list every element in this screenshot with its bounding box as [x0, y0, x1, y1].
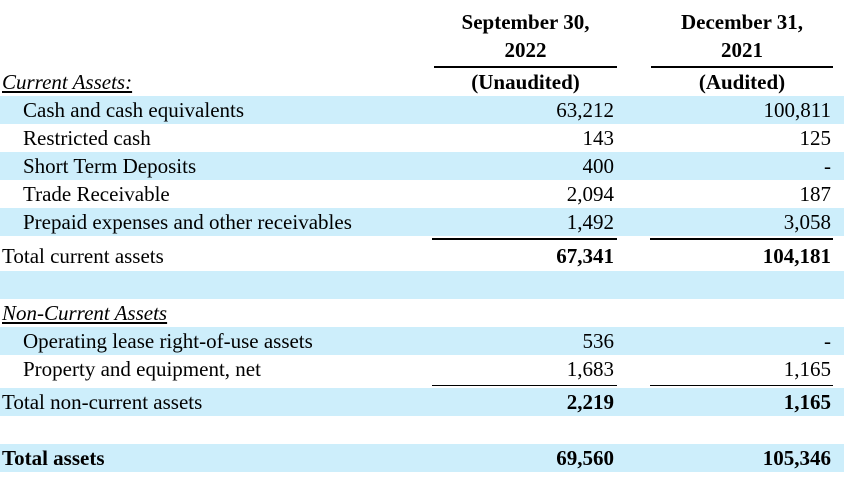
row-value-2021: 3,058: [783, 210, 831, 234]
current-assets-title: Current Assets:: [2, 70, 133, 94]
row-label: Total current assets: [2, 244, 164, 268]
subtotal-rule: [650, 238, 833, 240]
table-row: Trade Receivable 2,094 187: [0, 180, 844, 208]
row-label: Total non-current assets: [2, 390, 203, 414]
table-row: Cash and cash equivalents 63,212 100,811: [0, 96, 844, 124]
row-label: Operating lease right-of-use assets: [23, 329, 313, 353]
table-row: Restricted cash 143 125: [0, 124, 844, 152]
row-value-2021: 105,346: [762, 446, 831, 470]
row-value-2022: 2,219: [566, 390, 614, 414]
subtotal-rule: [650, 385, 833, 386]
row-label: Restricted cash: [23, 126, 151, 150]
col2-header-rule: [651, 66, 833, 68]
current-assets-heading-row: Current Assets:: [0, 68, 844, 96]
row-value-2022: 69,560: [556, 446, 614, 470]
subtotal-rule: [432, 238, 617, 240]
col2-date-line1: December 31,: [680, 10, 804, 34]
row-value-2021: -: [824, 154, 831, 178]
row-value-2022: 143: [582, 126, 615, 150]
col1-status: (Unaudited): [471, 70, 580, 94]
row-value-2021: 125: [799, 126, 832, 150]
row-label: Property and equipment, net: [23, 357, 261, 381]
row-label: Total assets: [2, 446, 105, 470]
row-value-2022: 400: [582, 154, 615, 178]
non-current-assets-heading-row: Non-Current Assets: [0, 299, 844, 327]
row-value-2022: 63,212: [556, 98, 614, 122]
col1-header-rule: [434, 66, 617, 68]
table-row: Prepaid expenses and other receivables 1…: [0, 208, 844, 236]
table-row: Operating lease right-of-use assets 536 …: [0, 327, 844, 355]
row-value-2022: 67,341: [556, 244, 614, 268]
row-label: Cash and cash equivalents: [23, 98, 245, 122]
table-row: Short Term Deposits 400 -: [0, 152, 844, 180]
spacer-row: [0, 271, 844, 299]
row-label: Trade Receivable: [23, 182, 170, 206]
row-value-2022: 1,683: [566, 357, 614, 381]
row-label: Short Term Deposits: [23, 154, 197, 178]
subtotal-rule: [432, 385, 617, 386]
row-value-2021: 1,165: [783, 357, 831, 381]
col1-header: September 30, 2022: [434, 8, 617, 64]
col2-date-line2: 2021: [721, 38, 763, 62]
row-label: Prepaid expenses and other receivables: [23, 210, 352, 234]
row-value-2022: 2,094: [566, 182, 614, 206]
row-value-2021: 187: [799, 182, 832, 206]
col2-header: December 31, 2021: [651, 8, 833, 64]
col2-status: (Audited): [698, 70, 786, 94]
row-value-2022: 536: [582, 329, 615, 353]
table-row: Property and equipment, net 1,683 1,165: [0, 355, 844, 383]
col1-date-line1: September 30,: [461, 10, 590, 34]
col1-date-line2: 2022: [504, 38, 547, 62]
row-value-2022: 1,492: [566, 210, 614, 234]
row-value-2021: 1,165: [783, 390, 831, 414]
table-row: Total current assets 67,341 104,181: [0, 242, 844, 270]
non-current-assets-title: Non-Current Assets: [2, 301, 168, 325]
row-value-2021: 100,811: [763, 98, 831, 122]
row-value-2021: 104,181: [762, 244, 831, 268]
table-row: Total non-current assets 2,219 1,165: [0, 388, 844, 416]
total-assets-row: Total assets 69,560 105,346: [0, 444, 844, 472]
row-value-2021: -: [824, 329, 831, 353]
